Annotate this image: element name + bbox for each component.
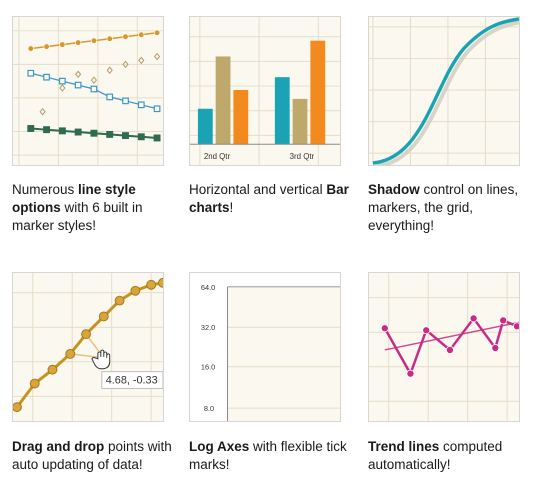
curve-shadow: [376, 20, 519, 165]
line-styles-chart-thumbnail[interactable]: [12, 16, 164, 166]
log-axis-chart: 64.0 32.0 16.0 8.0: [201, 283, 340, 421]
bar-chart: 2nd Qtr 3rd Qtr: [190, 17, 340, 165]
log-tick-16: 16.0: [201, 363, 215, 372]
diamond-marker: [90, 76, 98, 84]
blue-square-marker: [153, 105, 161, 113]
trend-series-line: [383, 316, 518, 377]
bar-chart-thumbnail[interactable]: 2nd Qtr 3rd Qtr: [189, 16, 341, 166]
log-axes-caption: Log Axes with flexible tick marks!: [189, 439, 347, 472]
drag-point-marker: [29, 378, 40, 389]
diamond-marker: [75, 70, 82, 78]
green-square-marker: [58, 127, 66, 135]
trend-line-chart: [369, 273, 519, 421]
bar-q2-tan: [215, 56, 231, 145]
line-styles-chart: [13, 17, 163, 165]
drag-point-marker: [114, 295, 125, 306]
orange-circle-marker: [154, 29, 161, 36]
log-tick-32: 32.0: [201, 323, 215, 332]
trend-point-marker: [491, 344, 500, 352]
diamond-marker: [153, 52, 161, 61]
bar-q2-orange: [233, 90, 249, 145]
bar-q2-teal: [197, 108, 213, 145]
green-square-marker: [153, 134, 161, 142]
drag-drop-markers: [13, 277, 163, 413]
blue-square-marker: [27, 69, 35, 77]
drag-point-marker: [146, 279, 157, 290]
green-square-marker: [122, 132, 129, 140]
trend-lines-caption: Trend lines computed automatically!: [368, 439, 503, 472]
trend-point-marker: [469, 314, 478, 323]
trend-line: [384, 321, 519, 351]
line-styles-gridlines: [13, 17, 163, 165]
trend-point-marker: [406, 369, 415, 378]
blue-square-marker: [106, 93, 114, 101]
drag-point-marker: [81, 329, 91, 340]
trend-point-marker: [380, 324, 389, 333]
hand-cursor-icon: [91, 349, 111, 370]
blue-square-marker: [43, 73, 50, 81]
orange-circle-marker: [138, 31, 145, 38]
drag-point-marker: [65, 348, 76, 359]
diamond-marker: [39, 107, 46, 116]
log-axis-gridlines: [227, 326, 340, 409]
trend-point-marker: [422, 326, 431, 335]
drag-drop-gridlines: [13, 273, 163, 421]
bar-q3-tan: [292, 98, 308, 145]
drag-tooltip-box: [101, 371, 163, 389]
trend-point-marker: [513, 322, 519, 331]
drag-point-marker: [130, 285, 141, 296]
diamond-marker: [122, 60, 129, 69]
orange-circle-marker: [122, 33, 129, 40]
orange-circle-marker: [59, 41, 66, 48]
orange-circle-marker: [75, 39, 82, 46]
green-square-marker: [43, 126, 51, 134]
drag-tooltip-value: 4.68, -0.33: [106, 375, 158, 387]
drag-drop-series-line: [15, 281, 163, 409]
green-square-marker: [90, 129, 98, 137]
log-tick-8: 8.0: [204, 404, 214, 413]
green-square-marker: [74, 128, 82, 136]
trend-point-marker: [499, 316, 508, 325]
log-tick-64: 64.0: [201, 283, 215, 292]
drag-point-marker: [47, 364, 58, 375]
trend-markers: [380, 314, 519, 378]
x-tick-label-2nd-qtr: 2nd Qtr: [204, 152, 231, 161]
diamond-marker: [106, 66, 113, 75]
orange-circle-marker: [106, 35, 113, 42]
curve-line: [372, 17, 519, 165]
orange-circle-marker: [90, 37, 97, 44]
drag-drop-caption: Drag and drop points with auto updating …: [12, 439, 172, 472]
green-square-marker: [137, 133, 145, 141]
line-styles-caption: Numerous line style options with 6 built…: [12, 182, 143, 233]
shadow-curve-chart: [369, 17, 519, 165]
diamond-marker: [138, 56, 145, 65]
bar-charts-caption: Horizontal and vertical Bar charts!: [189, 182, 349, 215]
shadow-chart-thumbnail[interactable]: [368, 16, 520, 166]
trend-point-marker: [445, 346, 454, 354]
blue-square-marker: [90, 85, 98, 93]
diamond-marker: [59, 84, 66, 92]
green-square-marker: [106, 130, 114, 138]
shadow-caption: Shadow control on lines, markers, the gr…: [368, 182, 519, 233]
bar-q3-orange: [310, 40, 326, 145]
blue-square-marker: [58, 77, 66, 85]
blue-square-marker: [74, 81, 82, 89]
log-plot-area: [227, 286, 340, 421]
blue-square-marker: [122, 97, 129, 105]
bar-q3-teal: [274, 77, 290, 145]
drag-point-marker: [158, 277, 163, 288]
drag-point-marker: [98, 311, 109, 322]
trend-chart-gridlines: [369, 273, 519, 421]
orange-circle-marker: [43, 43, 50, 50]
x-tick-label-3rd-qtr: 3rd Qtr: [290, 152, 315, 161]
orange-circle-marker: [27, 45, 34, 52]
drag-drop-chart: 4.68, -0.33: [13, 273, 163, 421]
drag-drop-chart-thumbnail[interactable]: 4.68, -0.33: [12, 272, 164, 422]
green-square-marker: [27, 125, 35, 132]
drag-point-marker: [13, 402, 22, 413]
trend-line-chart-thumbnail[interactable]: [368, 272, 520, 422]
log-axis-chart-thumbnail[interactable]: 64.0 32.0 16.0 8.0: [189, 272, 341, 422]
blue-square-marker: [137, 101, 145, 109]
